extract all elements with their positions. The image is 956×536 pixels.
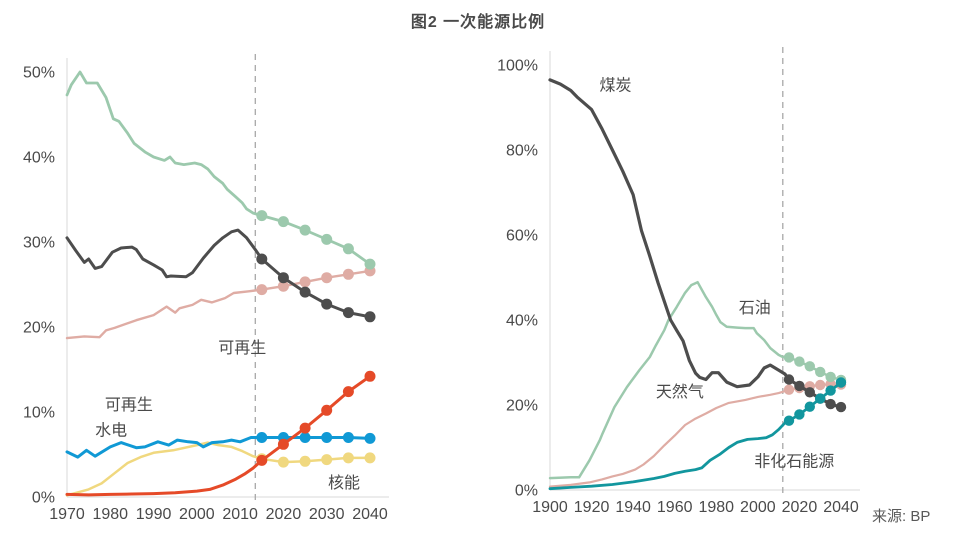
y-tick-label: 10%: [23, 405, 55, 422]
x-tick-label: 2000: [740, 499, 776, 516]
forecast-dot-renewables: [321, 404, 333, 416]
forecast-dot-nuclear: [277, 456, 289, 468]
forecast-dot-coal: [299, 286, 311, 298]
x-tick-label: 2020: [266, 506, 302, 523]
x-tick-label: 1940: [615, 499, 651, 516]
forecast-dot-oil: [321, 233, 333, 245]
forecast-dot-renewables: [277, 438, 289, 450]
forecast-dot-gas: [256, 284, 268, 296]
forecast-dot-non_fossil: [835, 377, 847, 388]
x-tick-label: 1960: [657, 499, 693, 516]
x-tick-label: 1920: [574, 499, 610, 516]
forecast-dot-gas: [815, 379, 826, 391]
forecast-dot-renewables: [256, 454, 268, 466]
y-tick-label: 60%: [506, 228, 538, 245]
forecast-dot-oil: [794, 356, 805, 367]
forecast-dot-oil: [804, 361, 815, 372]
series-label-nuclear: 核能: [328, 474, 360, 492]
forecast-dot-oil: [299, 224, 311, 236]
forecast-dot-non_fossil: [783, 415, 795, 426]
x-tick-label: 1970: [49, 506, 85, 523]
forecast-dot-oil: [815, 366, 826, 378]
forecast-dot-coal: [256, 253, 268, 265]
forecast-dot-gas: [299, 276, 311, 288]
forecast-dot-coal: [277, 272, 289, 284]
forecast-dot-renewables: [364, 370, 376, 382]
series-label-oil: 石油: [739, 299, 771, 317]
x-tick-label: 2030: [309, 506, 345, 523]
forecast-dot-nuclear: [299, 455, 311, 467]
series-label-non-fossil: 非化石能源: [754, 453, 834, 471]
y-tick-label: 100%: [497, 58, 538, 75]
series-label-coal: 煤炭: [599, 76, 631, 94]
y-tick-label: 40%: [506, 313, 538, 330]
forecast-dot-oil: [277, 216, 289, 228]
forecast-dot-oil: [256, 210, 268, 222]
forecast-dot-non_fossil: [804, 401, 815, 412]
forecast-dot-hydro: [256, 432, 268, 443]
forecast-dot-coal: [825, 398, 836, 410]
series-line-oil: [548, 280, 843, 480]
forecast-dot-coal: [321, 298, 333, 310]
forecast-dot-renewables: [299, 422, 311, 434]
forecast-dot-coal: [804, 387, 815, 398]
forecast-dot-gas: [277, 280, 289, 292]
forecast-dot-oil: [364, 258, 376, 270]
series-label-renewables-low: 可再生: [105, 396, 153, 414]
forecast-dot-nuclear: [321, 454, 333, 466]
forecast-dot-renewables: [342, 386, 354, 398]
y-tick-label: 50%: [23, 65, 55, 82]
x-tick-label: 2040: [352, 506, 388, 523]
y-tick-label: 30%: [23, 235, 55, 252]
forecast-dot-coal: [342, 307, 354, 319]
source-label: 来源: BP: [872, 508, 931, 525]
forecast-dot-gas: [783, 384, 795, 395]
y-tick-label: 20%: [23, 320, 55, 337]
forecast-dot-non_fossil: [825, 385, 836, 396]
forecast-dot-gas: [321, 272, 333, 284]
forecast-dot-coal: [783, 374, 795, 385]
forecast-dot-hydro: [342, 432, 354, 443]
y-tick-label: 40%: [23, 150, 55, 167]
x-tick-label: 1980: [698, 499, 734, 516]
series-label-hydro: 水电: [95, 421, 127, 439]
forecast-dot-oil: [825, 371, 836, 383]
forecast-dot-coal: [835, 401, 847, 413]
forecast-dot-coal: [794, 380, 805, 392]
y-tick-label: 0%: [32, 490, 55, 507]
forecast-dot-coal: [364, 311, 376, 323]
x-tick-label: 2010: [222, 506, 258, 523]
forecast-dot-nuclear: [342, 452, 354, 464]
series-label-renewables-mid: 可再生: [218, 339, 266, 357]
forecast-dot-non_fossil: [815, 393, 826, 404]
x-tick-label: 2020: [782, 499, 818, 516]
chart-primary-energy-share-1900-2040: 0% 20% 40% 60% 80% 100% 1900 1920 1940 1960 1980 20…: [497, 47, 860, 516]
x-tick-label: 1990: [136, 506, 172, 523]
y-tick-label: 0%: [515, 483, 538, 500]
forecast-dot-nuclear: [364, 452, 376, 464]
x-tick-label: 2000: [179, 506, 215, 523]
forecast-dot-hydro: [321, 432, 333, 443]
forecast-dot-hydro: [364, 432, 376, 444]
forecast-dot-oil: [783, 352, 795, 363]
forecast-dot-gas: [342, 268, 354, 280]
x-tick-label: 1900: [532, 499, 568, 516]
y-tick-label: 80%: [506, 143, 538, 160]
forecast-dot-hydro: [299, 432, 311, 443]
x-tick-label: 2040: [823, 499, 859, 516]
forecast-dot-oil: [342, 243, 354, 255]
x-tick-label: 1980: [92, 506, 128, 523]
chart-primary-energy-share-1970-2040: 0% 10% 20% 30% 40% 50% 1970 1980 1990 2000 2010 202…: [23, 54, 389, 523]
forecast-dot-non_fossil: [794, 409, 805, 420]
figure-title: 图2 一次能源比例: [410, 14, 546, 31]
y-tick-label: 20%: [506, 398, 538, 415]
series-label-gas: 天然气: [656, 383, 704, 401]
